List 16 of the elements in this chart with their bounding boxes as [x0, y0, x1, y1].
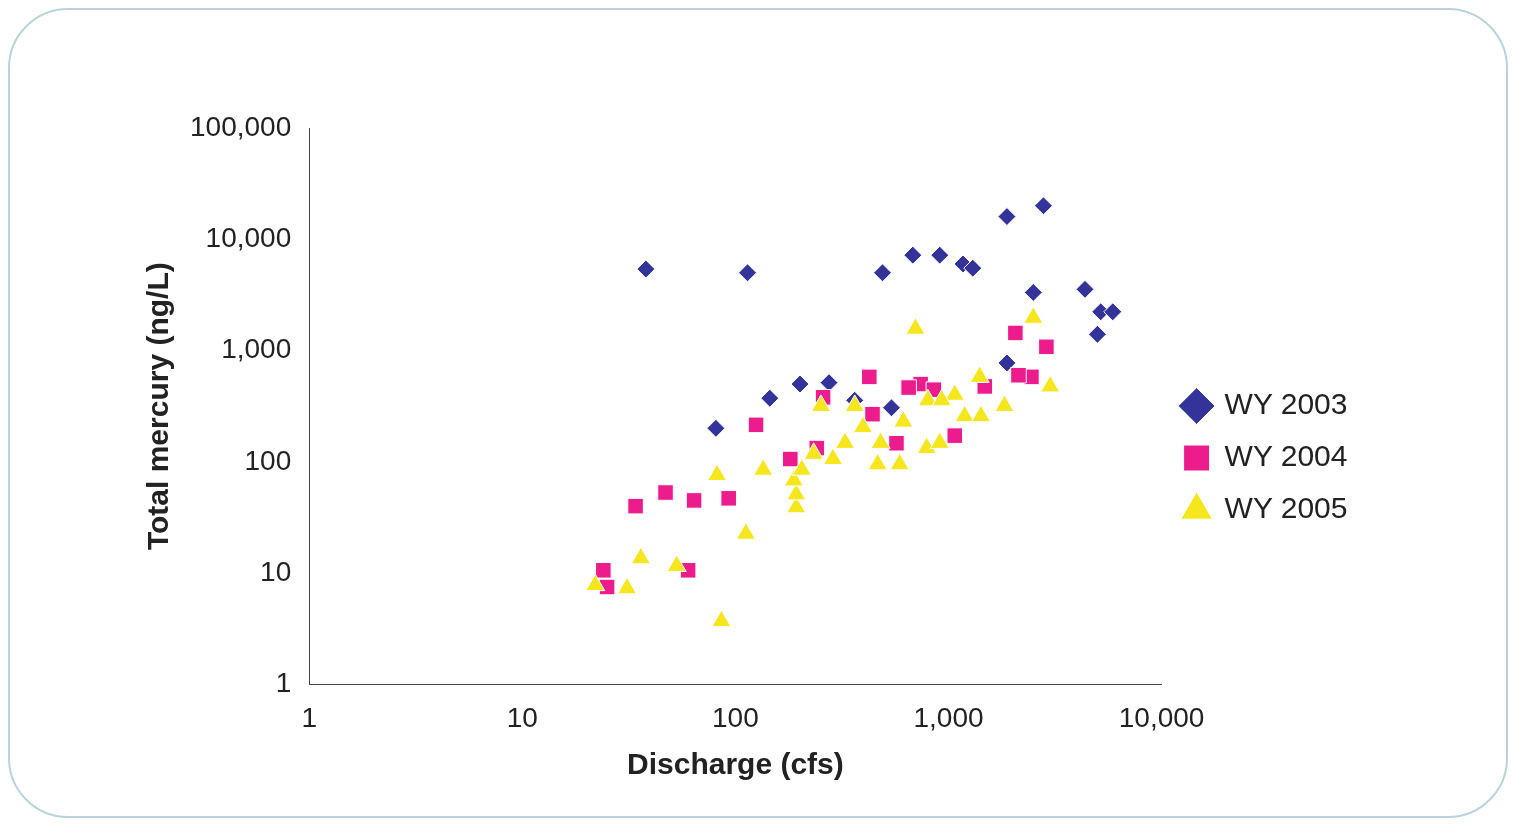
y-tick-label: 1,000 [221, 333, 292, 365]
y-tick-label: 100 [244, 444, 292, 476]
y-tick-label: 10,000 [205, 222, 292, 253]
legend-label: WY 2004 [1224, 439, 1348, 473]
x-tick-label: 1 [301, 701, 317, 733]
y-tick-label: 100,000 [189, 110, 292, 142]
y-tick-label: 10 [260, 555, 292, 587]
x-tick-label: 10 [506, 701, 538, 733]
y-tick-label: 1 [275, 667, 292, 699]
y-axis-title: Total mercury (ng/L) [141, 262, 175, 551]
legend-label: WY 2005 [1224, 491, 1348, 525]
x-tick-label: 100 [712, 701, 759, 733]
x-tick-label: 10,000 [1118, 701, 1205, 733]
x-axis-title: Discharge (cfs) [627, 747, 844, 781]
legend-label: WY 2003 [1224, 387, 1348, 421]
x-tick-label: 1,000 [913, 701, 984, 733]
